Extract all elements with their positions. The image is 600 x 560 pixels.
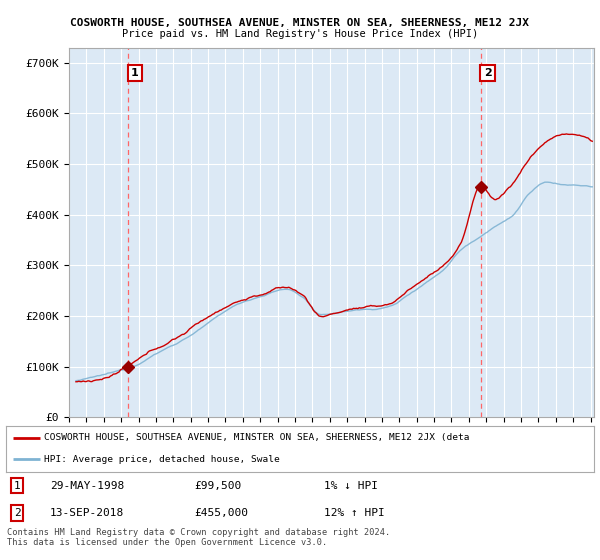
Text: COSWORTH HOUSE, SOUTHSEA AVENUE, MINSTER ON SEA, SHEERNESS, ME12 2JX: COSWORTH HOUSE, SOUTHSEA AVENUE, MINSTER…: [71, 18, 530, 28]
Text: 1: 1: [14, 480, 20, 491]
Text: Contains HM Land Registry data © Crown copyright and database right 2024.
This d: Contains HM Land Registry data © Crown c…: [7, 528, 391, 547]
Text: 13-SEP-2018: 13-SEP-2018: [50, 508, 124, 518]
Text: 12% ↑ HPI: 12% ↑ HPI: [323, 508, 384, 518]
Text: 2: 2: [14, 508, 20, 518]
Text: Price paid vs. HM Land Registry's House Price Index (HPI): Price paid vs. HM Land Registry's House …: [122, 29, 478, 39]
Text: 2: 2: [484, 68, 491, 78]
Text: COSWORTH HOUSE, SOUTHSEA AVENUE, MINSTER ON SEA, SHEERNESS, ME12 2JX (deta: COSWORTH HOUSE, SOUTHSEA AVENUE, MINSTER…: [44, 433, 470, 442]
Text: 1% ↓ HPI: 1% ↓ HPI: [323, 480, 377, 491]
Text: 29-MAY-1998: 29-MAY-1998: [50, 480, 124, 491]
Text: £99,500: £99,500: [194, 480, 241, 491]
Text: £455,000: £455,000: [194, 508, 248, 518]
Text: HPI: Average price, detached house, Swale: HPI: Average price, detached house, Swal…: [44, 455, 280, 464]
Text: 1: 1: [131, 68, 139, 78]
